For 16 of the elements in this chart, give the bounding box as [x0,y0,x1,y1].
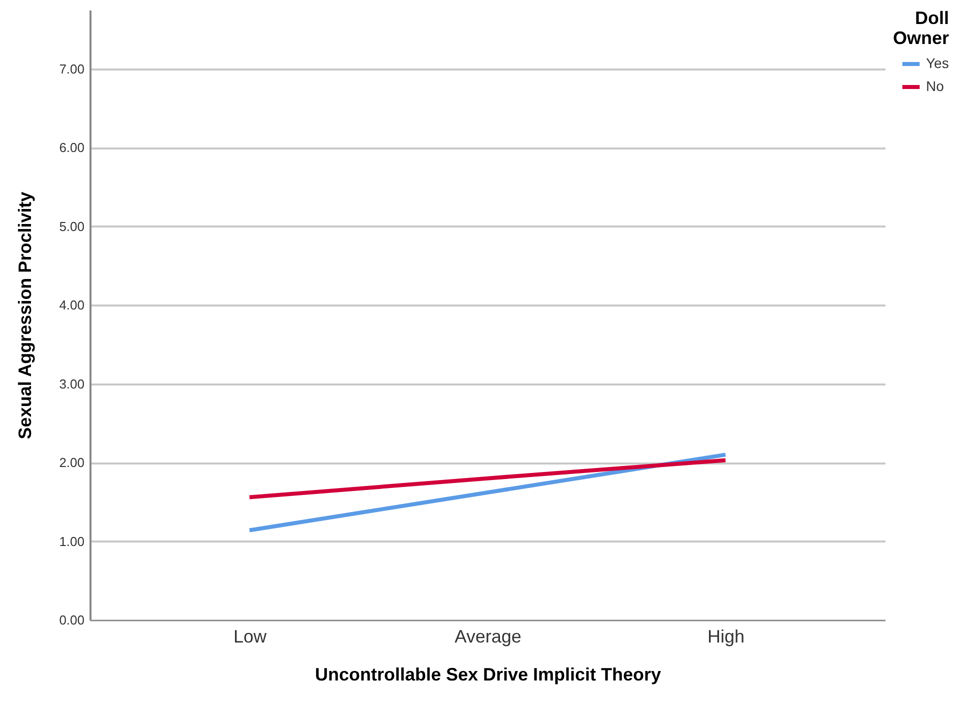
y-tick-label: 3.00 [59,376,84,392]
x-tick-label: Average [454,626,522,646]
y-tick-label: 4.00 [59,298,84,313]
y-tick-label: 0.00 [59,612,84,628]
x-axis-title: Uncontrollable Sex Drive Implicit Theory [314,664,662,684]
x-tick-label: Low [233,626,268,646]
legend-label: No [926,78,944,94]
y-tick-label: 5.00 [59,218,84,234]
legend-title: Doll Owner [892,8,949,48]
x-tick-label: High [708,626,745,646]
y-axis-title: Sexual Aggression Proclivity [15,192,36,440]
y-tick-label: 7.00 [59,62,84,77]
y-tick-label: 6.00 [59,140,84,156]
y-tick-label: 1.00 [59,534,84,549]
legend-label: Yes [926,55,949,71]
y-tick-label: 2.00 [59,455,84,470]
